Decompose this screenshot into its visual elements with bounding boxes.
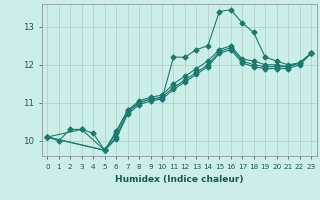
X-axis label: Humidex (Indice chaleur): Humidex (Indice chaleur)	[115, 175, 244, 184]
